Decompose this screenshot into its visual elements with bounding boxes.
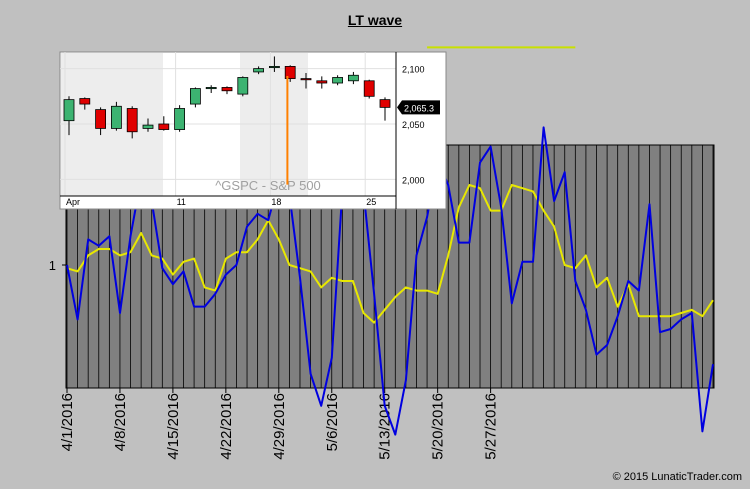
candle-body xyxy=(253,68,265,73)
y-tick-label: 1 xyxy=(49,258,56,273)
candle-body xyxy=(142,124,154,129)
candle-body xyxy=(300,78,312,81)
candle-body xyxy=(347,74,359,82)
inset-x-tick-label: Apr xyxy=(66,197,80,207)
candle-body xyxy=(332,77,344,84)
candle-body xyxy=(316,80,328,84)
candle-body xyxy=(95,109,106,129)
candle-body xyxy=(174,108,186,130)
candle-body xyxy=(221,87,233,92)
x-tick-label: 5/20/2016 xyxy=(430,393,447,460)
candle-body xyxy=(63,99,75,122)
candle-body xyxy=(268,66,280,69)
series-line-lt-wave xyxy=(66,126,714,436)
candle-body xyxy=(237,77,249,95)
candle-body xyxy=(126,108,138,133)
x-tick-label: 5/27/2016 xyxy=(483,393,500,460)
inset-y-tick-label: 2,000 xyxy=(402,175,425,185)
x-tick-label: 4/29/2016 xyxy=(271,393,288,460)
candle-body xyxy=(79,98,91,105)
inset-x-tick-label: 11 xyxy=(177,197,186,207)
x-tick-label: 4/15/2016 xyxy=(165,393,182,460)
candle-body xyxy=(205,87,217,90)
inset-x-tick-label: 25 xyxy=(366,197,376,207)
inset-title: ^GSPC - S&P 500 xyxy=(215,178,321,193)
inset-last-price-label: 2,065.3 xyxy=(404,103,434,113)
inset-y-tick-label: 2,100 xyxy=(402,65,425,75)
candle-body xyxy=(111,105,122,129)
series-line-smoothed xyxy=(66,184,714,324)
chart-title: LT wave xyxy=(347,12,403,28)
inset-x-tick-label: 18 xyxy=(271,197,281,207)
x-tick-label: 4/1/2016 xyxy=(59,393,76,451)
candle-body xyxy=(379,99,391,108)
x-tick-label: 4/22/2016 xyxy=(218,393,235,460)
x-tick-label: 4/8/2016 xyxy=(112,393,129,451)
candle-body xyxy=(363,80,375,97)
candle-body xyxy=(158,123,170,130)
inset-chart: 2,000 2,050 2,100 Apr 11 18 25 ^GSPC - S&P 500 2… xyxy=(59,51,447,210)
x-tick-label: 5/6/2016 xyxy=(324,393,341,451)
candle-body xyxy=(284,66,296,79)
inset-y-tick-label: 2,050 xyxy=(402,120,425,130)
inset-last-price-tag xyxy=(397,100,440,115)
candle-body xyxy=(189,88,201,105)
copyright-text: © 2015 LunaticTrader.com xyxy=(612,471,742,483)
x-tick-label: 5/13/2016 xyxy=(377,393,394,460)
